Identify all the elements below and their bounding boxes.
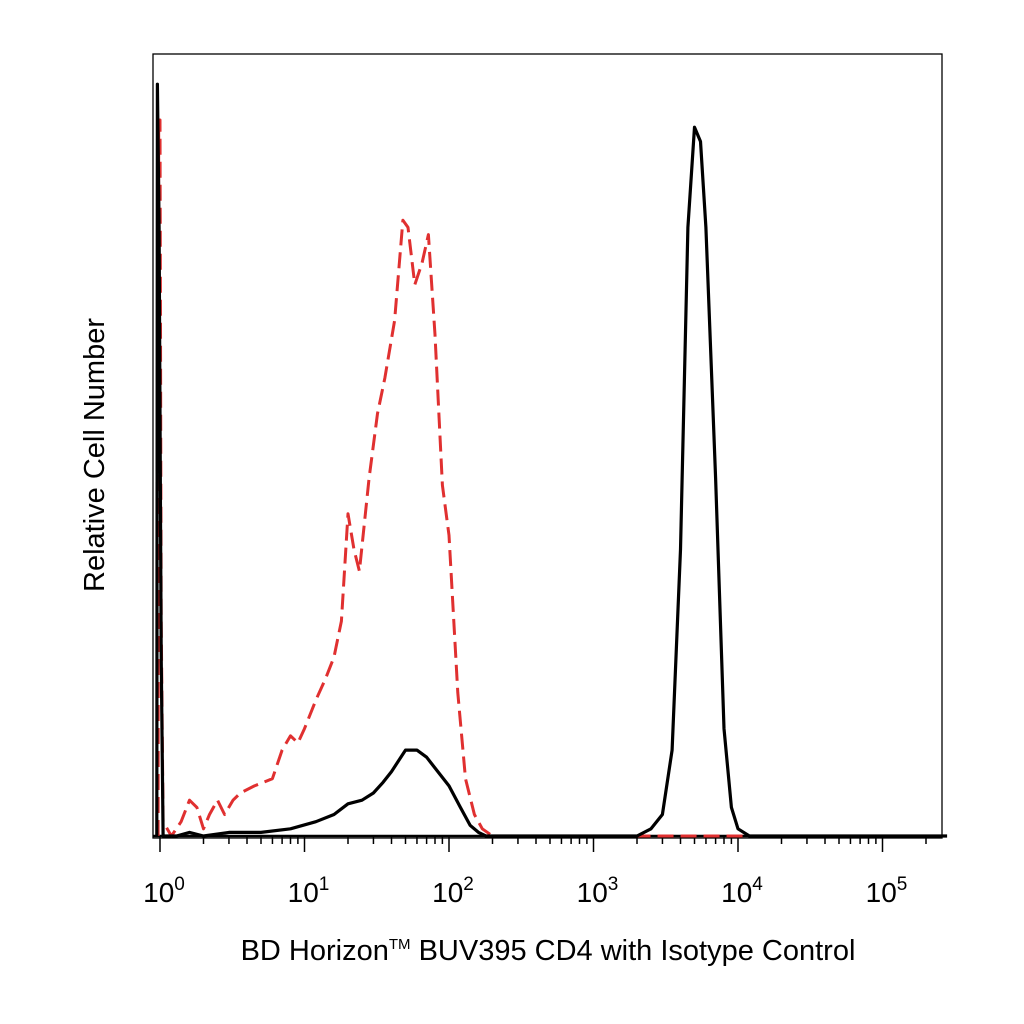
- x-tick-label: 101: [288, 874, 330, 908]
- cd4-histogram: [155, 82, 948, 838]
- x-tick-label: 105: [866, 874, 908, 908]
- x-tick-label-base: 10: [288, 877, 319, 908]
- x-tick-label: 102: [432, 874, 474, 908]
- x-tick-label: 104: [721, 874, 763, 908]
- x-tick-label: 100: [143, 874, 185, 908]
- x-tick-label-base: 10: [721, 877, 752, 908]
- x-tick-label-base: 10: [866, 877, 897, 908]
- y-axis-title: Relative Cell Number: [79, 318, 111, 592]
- x-tick-label-exponent: 0: [174, 874, 185, 895]
- x-axis-title: BD HorizonTM BUV395 CD4 with Isotype Con…: [241, 935, 856, 967]
- x-tick-label: 103: [577, 874, 619, 908]
- x-tick-label-exponent: 2: [463, 874, 474, 895]
- x-axis-title-trademark: TM: [389, 936, 411, 953]
- x-tick-label-base: 10: [143, 877, 174, 908]
- x-tick-label-exponent: 1: [319, 874, 330, 895]
- x-tick-label-exponent: 3: [608, 874, 619, 895]
- isotype-control-histogram: [156, 118, 750, 838]
- plot-frame: [152, 53, 943, 839]
- x-tick-label-base: 10: [432, 877, 463, 908]
- x-axis-tick-labels: 100 101 102 103 104 105: [143, 874, 907, 908]
- series-lines: [155, 82, 948, 838]
- x-tick-label-base: 10: [577, 877, 608, 908]
- x-axis-title-suffix: BUV395 CD4 with Isotype Control: [411, 935, 856, 967]
- x-tick-label-exponent: 5: [897, 874, 908, 895]
- x-tick-label-exponent: 4: [752, 874, 763, 895]
- x-axis-title-main: BD Horizon: [241, 935, 389, 967]
